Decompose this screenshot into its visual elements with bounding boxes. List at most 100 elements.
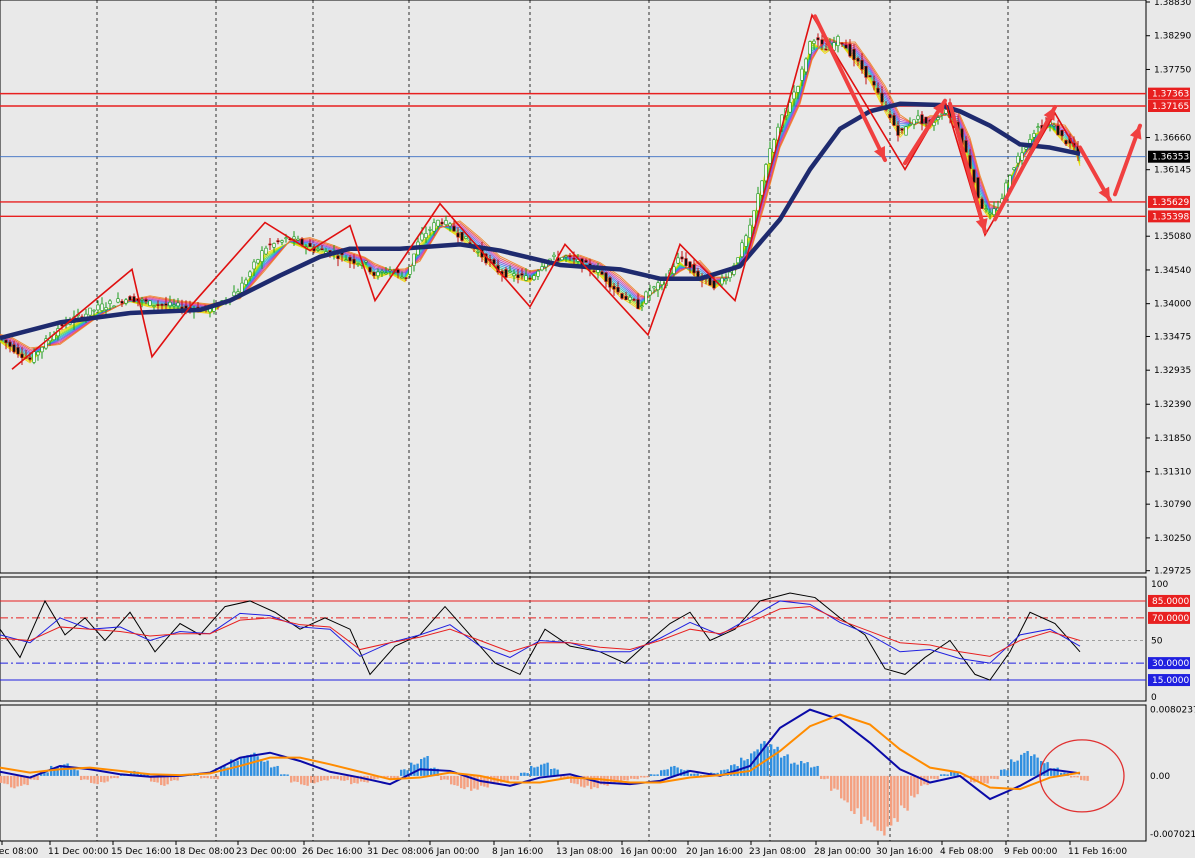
histogram-bar (70, 769, 73, 776)
histogram-bar (583, 775, 586, 788)
x-tick-label: 30 Jan 16:00 (876, 847, 933, 857)
histogram-bar (56, 766, 59, 776)
y-tick-label: 1.32935 (1154, 366, 1191, 376)
level-tag (1148, 195, 1190, 208)
candle-body (448, 223, 452, 227)
histogram-bar (700, 775, 703, 776)
histogram-bar (656, 774, 659, 776)
candle-body (972, 169, 976, 183)
candle-body (980, 198, 984, 209)
histogram-bar (223, 765, 226, 776)
histogram-bar (1043, 763, 1046, 776)
histogram-bar (753, 751, 756, 776)
x-tick-label: 8 Jan 16:00 (492, 847, 544, 857)
histogram-bar (533, 767, 536, 776)
histogram-bar (260, 759, 263, 776)
price-plot (0, 13, 1146, 370)
candle-body (648, 290, 652, 296)
candle-body (1052, 124, 1056, 127)
histogram-bar (720, 770, 723, 776)
x-tick-label: 26 Dec 16:00 (302, 847, 363, 857)
candle-body (452, 225, 456, 232)
histogram-bar (376, 775, 379, 779)
histogram-bar (236, 760, 239, 776)
histogram-bar (246, 755, 249, 776)
histogram-bar (676, 767, 679, 776)
histogram-bar (370, 775, 373, 779)
candle-body (788, 102, 792, 113)
histogram-bar (526, 773, 529, 776)
candle-body (8, 341, 12, 347)
histogram-bar (806, 762, 809, 776)
histogram-bar (816, 765, 819, 776)
level-tag (1148, 87, 1190, 100)
histogram-bar (660, 770, 663, 776)
candle-body (4, 339, 8, 343)
histogram-bar (46, 772, 49, 776)
osc-level-tag (1148, 674, 1190, 687)
x-tick-label: 18 Dec 08:00 (174, 847, 235, 857)
y-tick-label: 1.30250 (1154, 534, 1191, 544)
histogram-bar (803, 763, 806, 776)
candle-body (680, 256, 684, 260)
histogram-bar (463, 775, 466, 790)
histogram-bar (956, 772, 959, 776)
histogram-bar (513, 775, 516, 780)
macd-panel (0, 704, 1147, 842)
histogram-bar (420, 759, 423, 776)
histogram-bar (90, 775, 93, 783)
candle-body (724, 278, 728, 282)
histogram-bar (453, 775, 456, 786)
histogram-bar (1026, 751, 1029, 776)
histogram-bar (763, 741, 766, 776)
candle-body (612, 285, 616, 290)
macd-plot (0, 708, 1125, 836)
x-tick-label: 6 Jan 00:00 (428, 847, 480, 857)
histogram-bar (116, 775, 119, 779)
histogram-bar (316, 775, 319, 783)
candle-body (160, 303, 164, 306)
candle-body (144, 299, 148, 302)
candle-body (436, 219, 440, 227)
histogram-bar (503, 775, 506, 782)
candle-body (852, 48, 856, 60)
histogram-bar (450, 775, 453, 785)
histogram-bar (1060, 772, 1063, 776)
histogram-bar (850, 775, 853, 812)
histogram-bar (80, 775, 83, 781)
histogram-bar (1003, 769, 1006, 776)
osc-tick-label: 50 (1151, 637, 1163, 647)
histogram-bar (946, 774, 949, 776)
osc-level-tag (1148, 611, 1190, 624)
candle-body (272, 243, 276, 248)
histogram-bar (550, 769, 553, 776)
histogram-bar (0, 775, 3, 783)
candle-body (916, 115, 920, 120)
histogram-bar (10, 775, 13, 788)
x-tick-label: 23 Jan 08:00 (749, 847, 806, 857)
histogram-bar (673, 765, 676, 776)
candle-body (264, 247, 268, 255)
candle-body (356, 263, 360, 265)
histogram-bar (280, 774, 283, 776)
candle-body (120, 300, 124, 304)
candle-body (840, 42, 844, 45)
candle-body (792, 91, 796, 100)
histogram-bar (613, 775, 616, 783)
histogram-bar (1056, 767, 1059, 776)
candle-body (864, 65, 868, 78)
histogram-bar (320, 775, 323, 781)
candle-body (728, 271, 732, 279)
candle-body (552, 254, 556, 257)
histogram-bar (60, 765, 63, 776)
histogram-bar (826, 775, 829, 779)
histogram-bar (863, 775, 866, 817)
histogram-bar (950, 771, 953, 776)
histogram-bar (783, 755, 786, 776)
histogram-bar (813, 766, 816, 776)
candle-body (456, 232, 460, 238)
candle-body (236, 291, 240, 294)
candle-body (60, 324, 64, 327)
candle-body (636, 299, 640, 309)
